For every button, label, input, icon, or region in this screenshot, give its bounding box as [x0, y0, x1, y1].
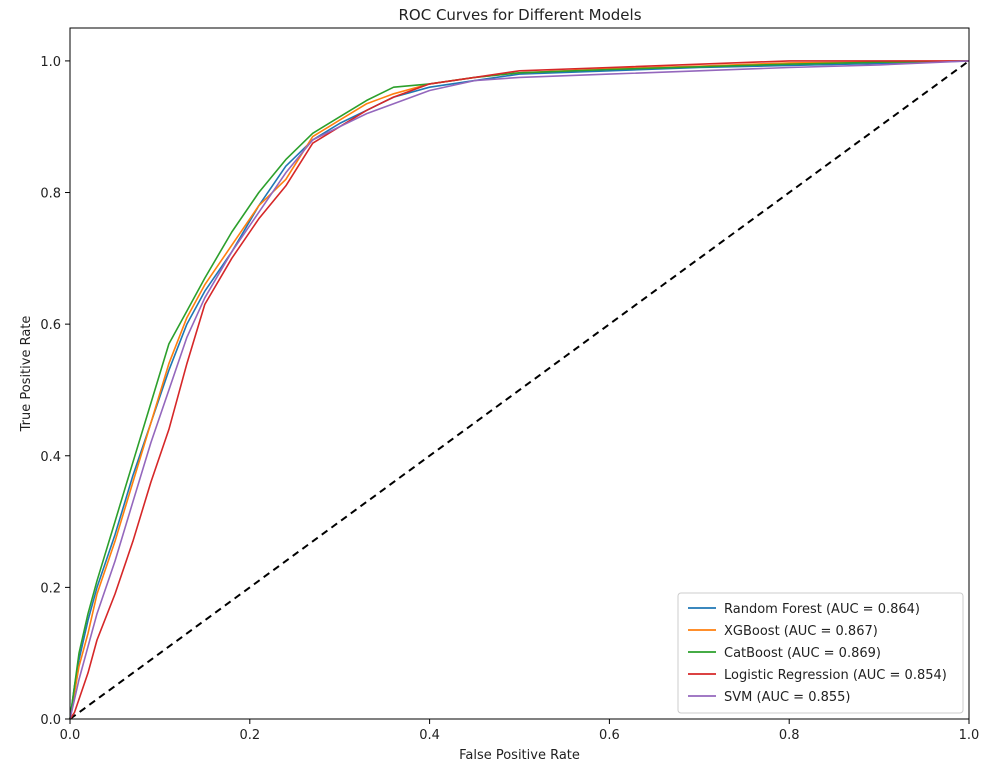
- x-tick-label: 0.6: [599, 728, 620, 743]
- series-line-2: [69, 60, 970, 720]
- legend-label: Random Forest (AUC = 0.864): [724, 602, 920, 617]
- y-tick-label: 0.0: [40, 713, 61, 728]
- y-tick-label: 0.4: [40, 450, 61, 465]
- x-tick-label: 0.8: [779, 728, 800, 743]
- x-axis-title: False Positive Rate: [459, 748, 580, 763]
- series-line-0: [69, 60, 970, 720]
- x-tick-label: 0.4: [419, 728, 440, 743]
- y-tick-label: 1.0: [40, 55, 61, 70]
- reference-diagonal-line: [69, 60, 970, 720]
- legend-label: XGBoost (AUC = 0.867): [724, 624, 878, 639]
- legend-label: SVM (AUC = 0.855): [724, 690, 851, 705]
- plot-area: [69, 60, 970, 720]
- y-axis-title: True Positive Rate: [19, 316, 34, 433]
- y-tick-label: 0.2: [40, 581, 61, 596]
- y-tick-label: 0.8: [40, 187, 61, 202]
- chart-title: ROC Curves for Different Models: [398, 6, 641, 24]
- series-line-4: [69, 60, 970, 720]
- x-tick-label: 1.0: [959, 728, 980, 743]
- y-axis: 0.0 0.2 0.4 0.6 0.8 1.0: [40, 55, 70, 728]
- legend: Random Forest (AUC = 0.864) XGBoost (AUC …: [677, 592, 964, 714]
- plot-frame: [69, 27, 970, 720]
- x-axis: 0.0 0.2 0.4 0.6 0.8 1.0: [60, 719, 980, 743]
- y-tick-label: 0.6: [40, 318, 61, 333]
- legend-box: [677, 592, 964, 714]
- x-tick-label: 0.0: [60, 728, 81, 743]
- legend-label: Logistic Regression (AUC = 0.854): [724, 668, 947, 683]
- x-tick-label: 0.2: [239, 728, 260, 743]
- series-line-3: [69, 60, 969, 720]
- legend-label: CatBoost (AUC = 0.869): [724, 646, 881, 661]
